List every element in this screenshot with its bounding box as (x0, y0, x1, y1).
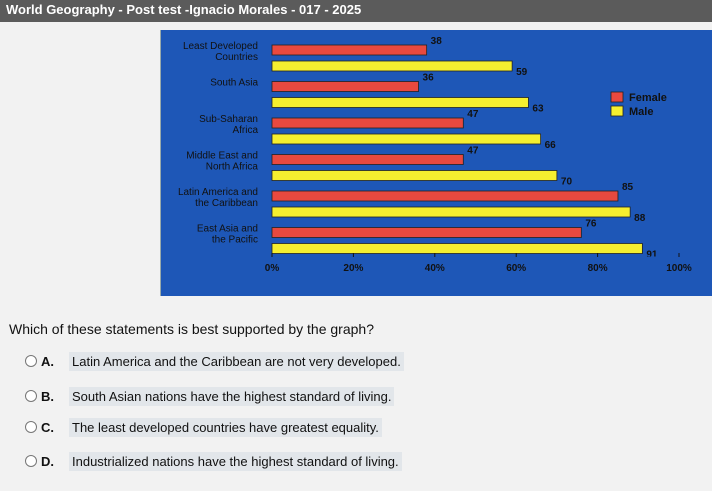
option-letter: C. (41, 419, 54, 435)
x-tick-label: 20% (343, 263, 363, 274)
x-tick-label: 0% (265, 263, 280, 274)
bar-male (271, 97, 529, 108)
bar-value-label: 85 (622, 182, 634, 193)
page-title: World Geography - Post test -Ignacio Mor… (6, 2, 362, 17)
option-letter: D. (41, 453, 54, 469)
radio-d[interactable] (25, 455, 37, 467)
bar-value-label: 76 (585, 219, 597, 230)
option-text[interactable]: South Asian nations have the highest sta… (69, 386, 395, 406)
category-label: Latin America and the Caribbean (178, 187, 258, 209)
bar-value-label: 38 (431, 36, 443, 47)
legend-swatch-female (610, 91, 624, 103)
option-text[interactable]: Industrialized nations have the highest … (69, 451, 402, 471)
option-letter: B. (41, 388, 54, 404)
category-label: Middle East and North Africa (186, 151, 258, 173)
bar-value-label: 91 (646, 250, 658, 261)
x-tick-label: 40% (425, 263, 445, 274)
bar-value-label: 70 (561, 177, 573, 188)
x-tick-label: 80% (588, 263, 608, 274)
radio-b[interactable] (25, 390, 37, 402)
option-d[interactable]: D. Industrialized nations have the highe… (25, 450, 402, 472)
chart-panel: Least Developed Countries 38 59 South Asia 36… (160, 30, 712, 296)
bar-male (271, 60, 513, 72)
bar-female (271, 44, 428, 56)
bar-chart: Least Developed Countries 38 59 South Asia 36… (178, 36, 692, 274)
option-letter: A. (41, 353, 54, 369)
radio-a[interactable] (25, 355, 37, 367)
title-bar: World Geography - Post test -Ignacio Mor… (0, 0, 712, 22)
bar-male (271, 206, 631, 218)
bar-male (271, 133, 542, 145)
bar-female (271, 117, 464, 129)
bar-female (271, 190, 619, 202)
question-text: Which of these statements is best suppor… (9, 321, 374, 337)
radio-c[interactable] (25, 421, 37, 433)
bar-value-label: 59 (516, 67, 528, 78)
category-label: East Asia and the Pacific (197, 224, 258, 246)
category-label: South Asia (210, 78, 258, 89)
option-text[interactable]: Latin America and the Caribbean are not … (69, 351, 404, 371)
category-label: Least Developed Countries (183, 41, 258, 63)
bar-value-label: 47 (467, 109, 479, 120)
bar-male (271, 243, 643, 254)
category-label: Sub-Saharan Africa (199, 114, 258, 136)
option-c[interactable]: C. The least developed countries have gr… (25, 416, 382, 438)
legend-label-male: Male (629, 106, 653, 118)
bar-value-label: 63 (532, 104, 544, 115)
legend-swatch-male (610, 105, 624, 117)
option-b[interactable]: B. South Asian nations have the highest … (25, 385, 395, 407)
x-tick-label: 100% (666, 263, 692, 274)
bar-female (271, 81, 419, 92)
bar-value-label: 47 (467, 146, 479, 157)
bar-value-label: 36 (423, 73, 435, 84)
option-a[interactable]: A. Latin America and the Caribbean are n… (25, 350, 404, 372)
x-tick-label: 60% (506, 263, 526, 274)
bar-female (271, 154, 464, 165)
bar-value-label: 88 (634, 213, 646, 224)
bar-male (271, 170, 558, 181)
option-text[interactable]: The least developed countries have great… (69, 417, 382, 437)
legend-label-female: Female (629, 92, 667, 104)
bar-female (271, 227, 582, 238)
bar-value-label: 66 (545, 140, 557, 151)
